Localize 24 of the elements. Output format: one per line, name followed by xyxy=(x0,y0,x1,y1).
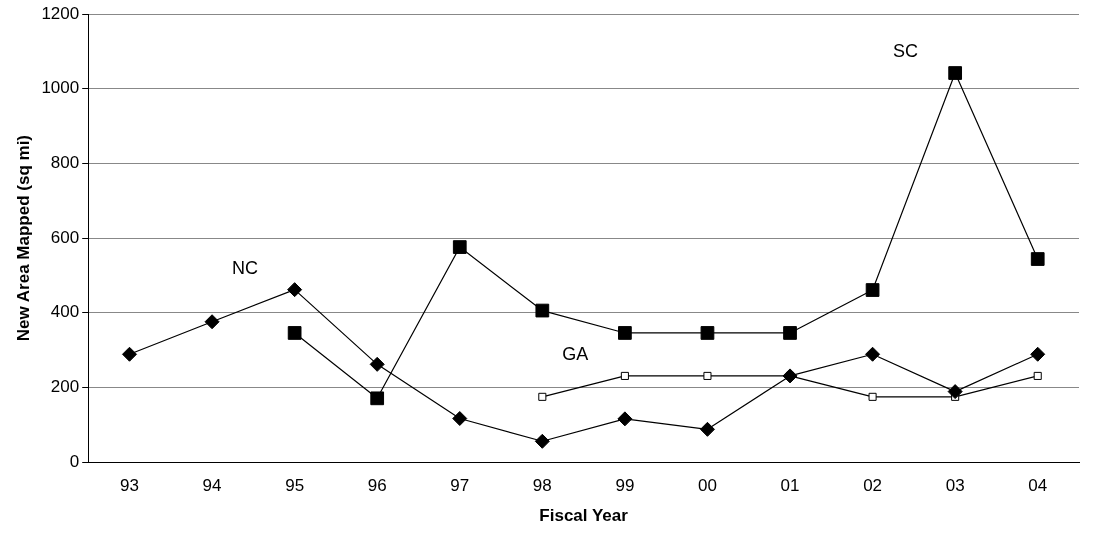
y-tick-label: 0 xyxy=(69,451,80,471)
x-tick-label: 00 xyxy=(698,476,717,496)
y-axis-title: New Area Mapped (sq mi) xyxy=(13,134,33,342)
x-axis-title: Fiscal Year xyxy=(539,506,629,526)
y-tick-label: 1200 xyxy=(41,3,80,23)
x-tick-label: 04 xyxy=(1028,476,1048,496)
x-tick-label: 97 xyxy=(450,476,470,496)
x-tick-label: 95 xyxy=(285,476,305,496)
x-tick-label: 94 xyxy=(202,476,222,496)
y-tick-label: 800 xyxy=(50,153,80,173)
y-tick-label: 400 xyxy=(50,302,80,322)
x-tick-label: 03 xyxy=(945,476,965,496)
y-tick-label: 200 xyxy=(50,377,80,397)
x-tick-label: 96 xyxy=(367,476,387,496)
series-label: SC xyxy=(893,40,919,61)
x-tick-label: 98 xyxy=(532,476,552,496)
x-tick-label: 93 xyxy=(120,476,139,496)
x-tick-label: 01 xyxy=(780,476,800,496)
y-tick-label: 1000 xyxy=(41,78,80,98)
series-label: GA xyxy=(562,343,589,364)
x-tick-label: 02 xyxy=(863,476,883,496)
x-tick-label: 99 xyxy=(615,476,635,496)
series-label: NC xyxy=(232,257,259,278)
y-tick-label: 600 xyxy=(50,227,80,247)
